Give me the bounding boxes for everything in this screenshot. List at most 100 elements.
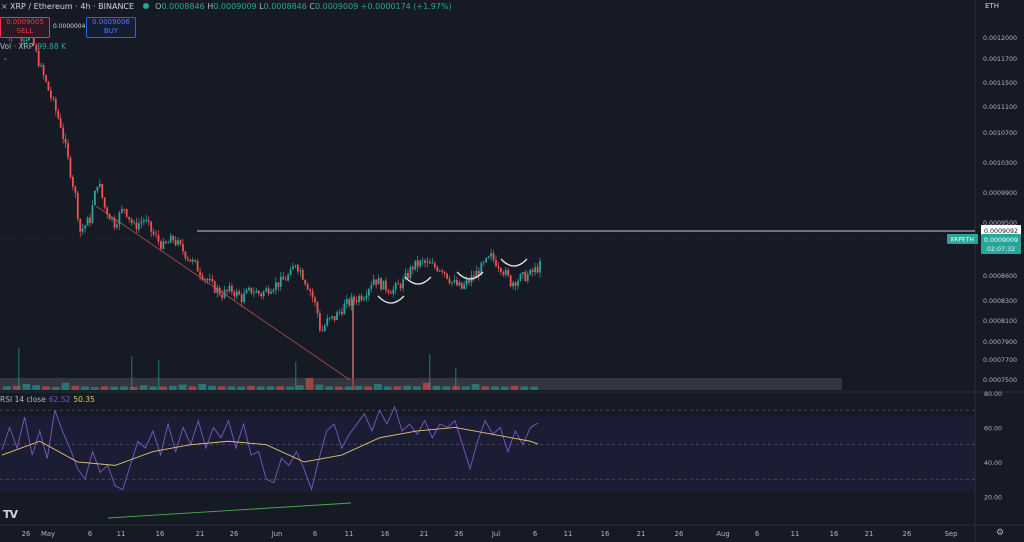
candle-body: [458, 282, 461, 286]
candle-body: [299, 270, 302, 272]
gear-icon[interactable]: ⚙: [996, 528, 1005, 538]
candle-body: [309, 289, 312, 292]
volume-bar: [12, 385, 21, 390]
candle-body: [477, 270, 480, 276]
candle-body: [238, 291, 241, 295]
rsi-legend[interactable]: RSI 14 close 62.52 50.35: [0, 395, 95, 404]
time-axis-tick: 26: [455, 530, 464, 538]
volume-bar: [413, 386, 421, 390]
candle-body: [57, 110, 60, 119]
time-axis-tick: 16: [156, 530, 165, 538]
volume-bar: [18, 348, 20, 390]
candle-body: [125, 208, 128, 217]
price-axis-tick: 0.0011100: [983, 104, 1017, 111]
chevron-up-icon[interactable]: ⌃: [2, 57, 9, 66]
volume-bar: [247, 385, 255, 390]
tradingview-logo[interactable]: TV: [3, 508, 18, 521]
time-axis-tick: 21: [637, 530, 646, 538]
candle-body: [267, 288, 270, 294]
volume-bar: [286, 386, 294, 390]
volume-bar: [481, 386, 490, 390]
candle-body: [502, 271, 505, 275]
volume-bar: [100, 386, 109, 390]
candle-body: [265, 288, 268, 292]
time-axis-tick: 6: [313, 530, 317, 538]
candle-body: [272, 289, 275, 292]
volume-bar: [42, 386, 50, 390]
candle-body: [411, 267, 414, 270]
time-axis-tick: 11: [564, 530, 573, 538]
candle-body: [387, 290, 390, 293]
price-axis-tick: 0.0007900: [983, 339, 1017, 346]
candle-body: [243, 293, 245, 302]
buy-button[interactable]: 0.0009006 BUY: [86, 17, 136, 38]
rsi-axis-tick: 40.00: [984, 460, 1002, 467]
candle-body: [463, 284, 466, 289]
close-icon[interactable]: ×: [1, 2, 8, 11]
candle-body: [25, 40, 28, 42]
volume-bar: [374, 384, 382, 390]
close-label: C: [309, 2, 315, 11]
sell-price: 0.0009005: [6, 18, 44, 26]
price-axis-tick: 0.0010700: [983, 130, 1017, 137]
symbol-tag-label: XRPETH: [950, 237, 974, 244]
candle-body: [455, 280, 458, 286]
volume-bar: [149, 386, 158, 390]
candle-body: [534, 267, 537, 273]
candle-body: [433, 263, 436, 268]
candle-body: [512, 282, 514, 287]
candle-body: [465, 280, 468, 285]
volume-bar: [344, 386, 353, 390]
candle-body: [407, 273, 409, 278]
sell-button[interactable]: 0.0009005 SELL: [0, 17, 50, 38]
time-axis-tick: 16: [381, 530, 390, 538]
volume-bar: [403, 385, 412, 390]
candle-body: [128, 216, 131, 220]
time-axis-tick: Sep: [945, 530, 958, 538]
candle-body: [94, 190, 96, 206]
symbol-title[interactable]: XRP / Ethereum · 4h · BINANCE: [10, 2, 135, 11]
spread-value: 0.0000004: [53, 23, 86, 30]
buy-label: BUY: [103, 27, 119, 35]
currency-label[interactable]: ETH: [985, 2, 999, 10]
support-arc: [404, 276, 432, 285]
candle-body: [208, 278, 211, 281]
volume-bar: [168, 385, 177, 390]
volume-bar: [530, 386, 538, 390]
candle-body: [297, 265, 299, 272]
volume-legend[interactable]: Vol · XRP 99.88 K: [0, 42, 66, 51]
candle-body: [402, 279, 404, 289]
candle-body: [270, 291, 272, 294]
candle-body: [167, 242, 170, 244]
candle-body: [375, 279, 378, 285]
volume-bar: [432, 385, 441, 390]
price-axis-tick: 0.0009900: [983, 190, 1017, 197]
candle-body: [42, 65, 45, 76]
volume-bar: [90, 387, 99, 390]
candle-body: [306, 284, 309, 290]
candle-body: [360, 295, 363, 300]
candle-body: [490, 253, 492, 257]
candle-body: [504, 269, 507, 275]
candle-body: [338, 311, 341, 313]
volume-bar: [3, 386, 11, 390]
candle-body: [96, 186, 99, 191]
price-axis-tick: 0.0007700: [983, 357, 1017, 364]
candle-body: [50, 90, 52, 98]
candle-body: [451, 282, 453, 284]
candle-body: [399, 284, 402, 289]
time-axis-tick: May: [41, 530, 55, 538]
candle-body: [54, 98, 57, 111]
candle-body: [485, 257, 488, 263]
candle-body: [277, 282, 280, 287]
candle-body: [475, 270, 478, 277]
candle-body: [211, 278, 214, 282]
candle-body: [123, 208, 126, 210]
candle-body: [336, 312, 338, 321]
price-axis-tick: 0.0008300: [983, 298, 1017, 305]
volume-bar: [325, 386, 333, 390]
candle-body: [138, 223, 140, 230]
candle-body: [443, 271, 446, 274]
candle-body: [189, 259, 192, 262]
